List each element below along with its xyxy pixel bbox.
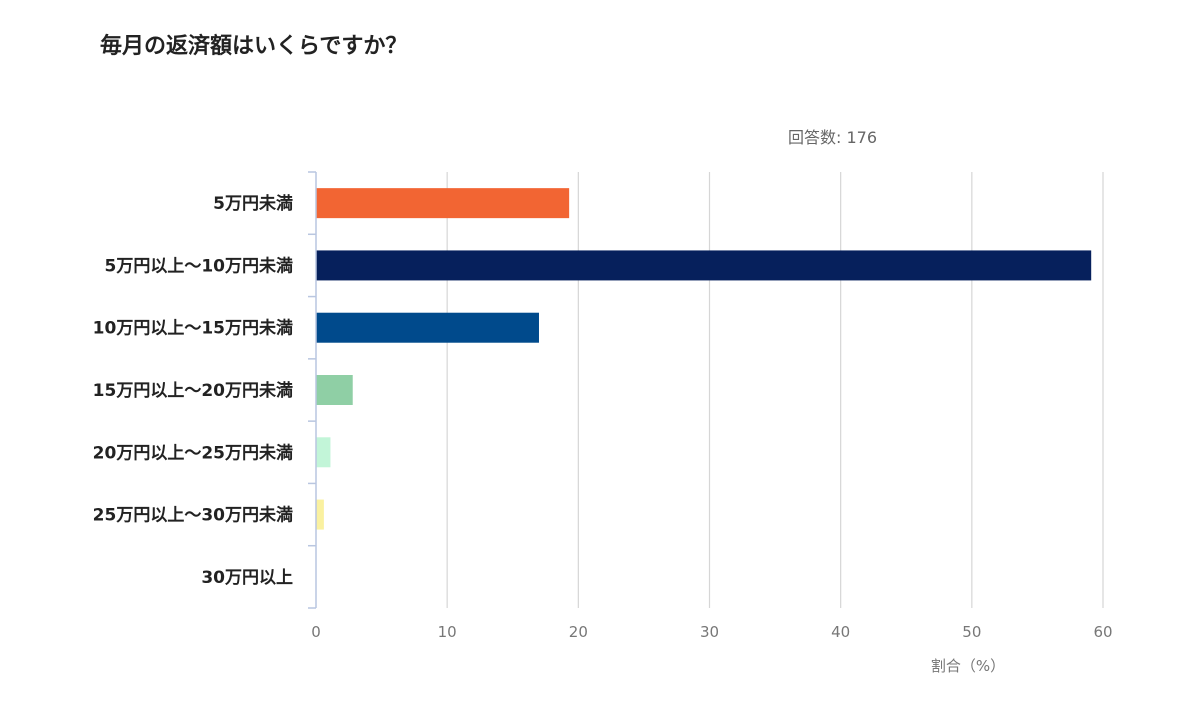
category-label: 25万円以上〜30万円未満 [93,505,293,526]
category-label: 30万円以上 [201,568,293,588]
category-label: 15万円以上〜20万円未満 [93,380,293,401]
bar [316,499,324,530]
x-tick-label: 60 [1093,623,1112,641]
x-tick-label: 10 [438,623,457,641]
x-tick-label: 30 [700,623,719,641]
gridlines [446,172,1104,608]
x-tick-label: 50 [962,623,981,641]
x-tick-label: 40 [831,623,850,641]
category-label: 20万円以上〜25万円未満 [93,442,293,463]
x-axis-title: 割合（%） [931,657,1005,675]
x-tick-label: 20 [569,623,588,641]
x-tick-labels: 0 10 20 30 40 50 60 [311,623,1112,641]
bar [316,312,539,343]
y-axis [308,171,317,609]
x-tick-label: 0 [311,623,321,641]
category-label: 5万円以上〜10万円未満 [105,255,294,276]
category-labels: 5万円未満 5万円以上〜10万円未満 10万円以上〜15万円未満 15万円以上〜20万… [93,193,293,588]
bar [316,250,1092,281]
category-label: 10万円以上〜15万円未満 [93,318,293,339]
bar [316,437,331,468]
page-title: 毎月の返済額はいくらですか？ [100,34,408,59]
bar [316,188,570,219]
bars [316,188,1092,530]
category-label: 5万円未満 [213,193,293,214]
bar [316,375,353,405]
respondent-count: 回答数: 176 [788,128,878,147]
